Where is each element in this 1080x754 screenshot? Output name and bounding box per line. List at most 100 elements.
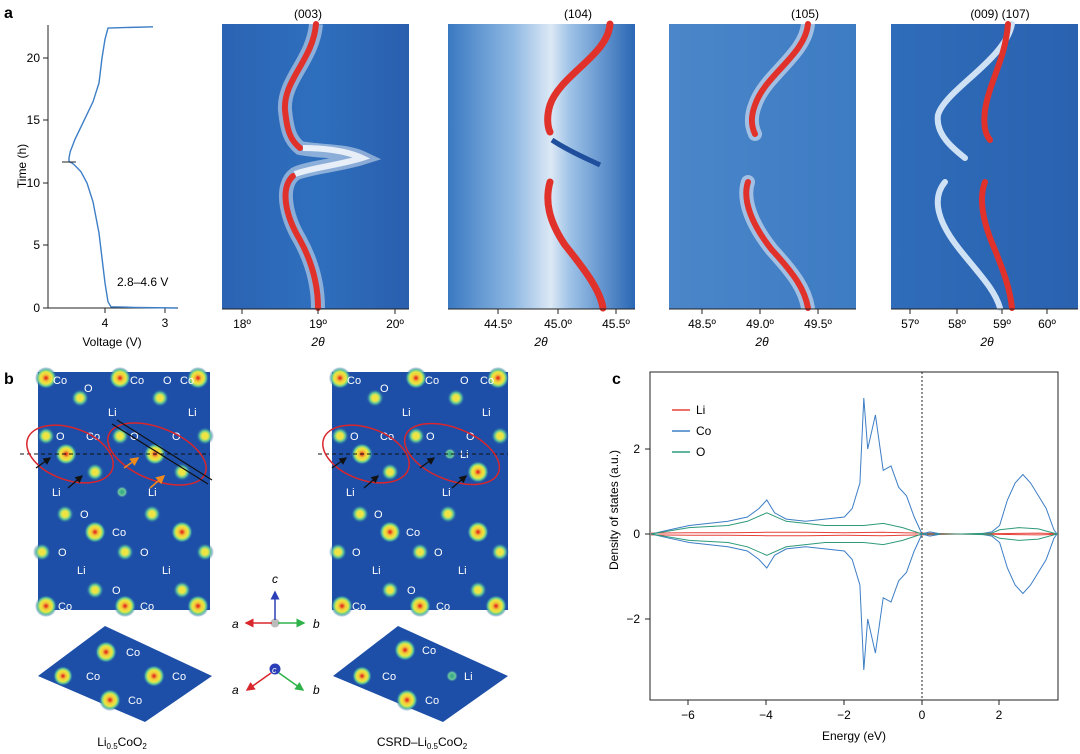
voltage-ytick-label: 0 bbox=[33, 301, 40, 315]
peak-track bbox=[743, 21, 811, 311]
atom-label-o: O bbox=[352, 547, 361, 559]
map-xtick-label: 44.5º bbox=[484, 317, 512, 331]
atom-label-o: O bbox=[80, 509, 89, 521]
atom-label-co: Co bbox=[406, 527, 420, 539]
dos-line-co-down bbox=[650, 533, 1058, 671]
crystal-axes-top: c a b bbox=[232, 663, 320, 697]
legend-label-co: Co bbox=[696, 424, 712, 438]
atom-label-li: Li bbox=[464, 671, 473, 683]
map-xlabel: 2θ bbox=[533, 335, 548, 349]
top-view-cell bbox=[333, 626, 508, 722]
dos-ylabel: Density of states (a.u.) bbox=[607, 450, 621, 570]
atom-label-o: O bbox=[84, 383, 93, 395]
atom-label-li: Li bbox=[346, 487, 355, 499]
atom-label-co: Co bbox=[436, 601, 450, 613]
map-xtick-label: 59º bbox=[993, 317, 1011, 331]
atom-label-co: Co bbox=[86, 671, 100, 683]
voltage-curve bbox=[68, 26, 178, 309]
arrow bbox=[123, 457, 140, 469]
voltage-ytick-label: 10 bbox=[27, 176, 41, 190]
atom-label-o: O bbox=[434, 547, 443, 559]
atom-label-co: Co bbox=[425, 695, 439, 707]
dos-xtick-label: 0 bbox=[919, 708, 926, 722]
map-background bbox=[891, 24, 1078, 309]
atom-label-o: O bbox=[56, 431, 65, 443]
atom-label-o: O bbox=[58, 547, 67, 559]
atom-label-co: Co bbox=[480, 375, 494, 387]
axis-label-b: b bbox=[313, 683, 320, 697]
voltage-yticks: 0 5 10 15 20 bbox=[27, 51, 48, 315]
atom-label-o: O bbox=[140, 547, 149, 559]
peak-split bbox=[293, 145, 371, 177]
atom-label-o: O bbox=[112, 585, 121, 597]
atom-label-co: Co bbox=[425, 375, 439, 387]
atom-label-o: O bbox=[466, 431, 475, 443]
peak-track-faint bbox=[934, 21, 1015, 311]
atom-label-li: Li bbox=[460, 449, 469, 461]
map-xticks: 44.5º 45.0º 45.5º bbox=[484, 309, 630, 331]
dos-xtick-label: 2 bbox=[996, 708, 1003, 722]
atom-label-o: O bbox=[130, 431, 139, 443]
atom-label-li: Li bbox=[482, 407, 491, 419]
atom-label-co: Co bbox=[53, 375, 67, 387]
map-xtick-label: 49.5º bbox=[804, 317, 832, 331]
voltage-ylabel: Time (h) bbox=[15, 144, 29, 188]
atom-label-li: Li bbox=[188, 407, 197, 419]
map-title: (104) bbox=[564, 7, 592, 21]
map-xticks: 48.5º 49.0º 49.5º bbox=[688, 309, 832, 331]
diffusion-line bbox=[116, 419, 213, 481]
map-xtick-label: 45.5º bbox=[602, 317, 630, 331]
dos-line-li-down bbox=[650, 533, 1058, 537]
dos-line-co-up bbox=[650, 397, 1058, 535]
atom-label-li: Li bbox=[402, 407, 411, 419]
atom-label-li: Li bbox=[148, 487, 157, 499]
atom-label-o: O bbox=[407, 585, 416, 597]
map-xtick-label: 49.0º bbox=[746, 317, 774, 331]
structure-left: Co O Co O Co Li Li O Co O O Li Li O Co O… bbox=[20, 367, 214, 617]
dos-yticks: 2 0 −2 bbox=[626, 442, 650, 626]
arrow bbox=[149, 475, 166, 489]
map-xtick-label: 19º bbox=[309, 317, 327, 331]
top-view-right: Co Co Li Co bbox=[333, 626, 508, 722]
arrow bbox=[331, 457, 348, 469]
map-xtick-label: 20º bbox=[386, 317, 404, 331]
axis-label-c: c bbox=[272, 665, 277, 675]
voltage-ytick-label: 5 bbox=[33, 238, 40, 252]
atom-labels: Co O Co O Co Li Li O Co O O Li Li O Co O… bbox=[52, 375, 197, 613]
xrd-map-104: (104) 44.5º 45.0º 45.5º 2θ bbox=[448, 7, 635, 349]
map-title: (009) (107) bbox=[970, 7, 1029, 21]
peak-track bbox=[281, 21, 321, 311]
atom-label-o: O bbox=[426, 431, 435, 443]
structure-right: Co O Co O Co Li Li O Co O O Li Li Li O C… bbox=[318, 367, 509, 617]
atom-label-o: O bbox=[172, 431, 181, 443]
xrd-map-105: (105) 48.5º 49.0º 49.5º 2θ bbox=[669, 7, 856, 349]
dos-line-o-up bbox=[650, 512, 1058, 535]
atom-label-li: Li bbox=[162, 565, 171, 577]
map-xtick-label: 18º bbox=[233, 317, 251, 331]
atom-label-o: O bbox=[374, 509, 383, 521]
xrd-map-003: (003) 18º 19º 20º 2θ bbox=[222, 7, 409, 349]
map-title: (003) bbox=[294, 7, 322, 21]
top-view-cell bbox=[38, 626, 212, 722]
peak-track bbox=[544, 20, 614, 312]
arrow bbox=[363, 475, 379, 489]
map-xtick-label: 48.5º bbox=[688, 317, 716, 331]
voltage-xticks: 4 3 bbox=[102, 308, 169, 330]
atom-label-co: Co bbox=[180, 375, 194, 387]
dos-ytick-label: 0 bbox=[633, 527, 640, 541]
atom-labels: Co O Co O Co Li Li O Co O O Li Li Li O C… bbox=[346, 375, 494, 613]
voltage-plot: 0 5 10 15 20 4 3 Time (h) Voltage (V) 2.… bbox=[15, 25, 178, 349]
atom-label-li: Li bbox=[77, 565, 86, 577]
dos-ytick-label: −2 bbox=[626, 612, 640, 626]
panel-a-label: a bbox=[4, 5, 13, 22]
map-xticks: 18º 19º 20º bbox=[233, 309, 404, 331]
atom-label-co: Co bbox=[140, 601, 154, 613]
map-xlabel: 2θ bbox=[979, 335, 994, 349]
caption-right: CSRD–Li0.5CoO2 bbox=[377, 735, 468, 751]
dos-legend: Li Co O bbox=[672, 403, 712, 459]
atom-label-co: Co bbox=[128, 695, 142, 707]
dos-ytick-label: 2 bbox=[633, 442, 640, 456]
atom-label-li: Li bbox=[372, 565, 381, 577]
atom-label-co: Co bbox=[130, 375, 144, 387]
